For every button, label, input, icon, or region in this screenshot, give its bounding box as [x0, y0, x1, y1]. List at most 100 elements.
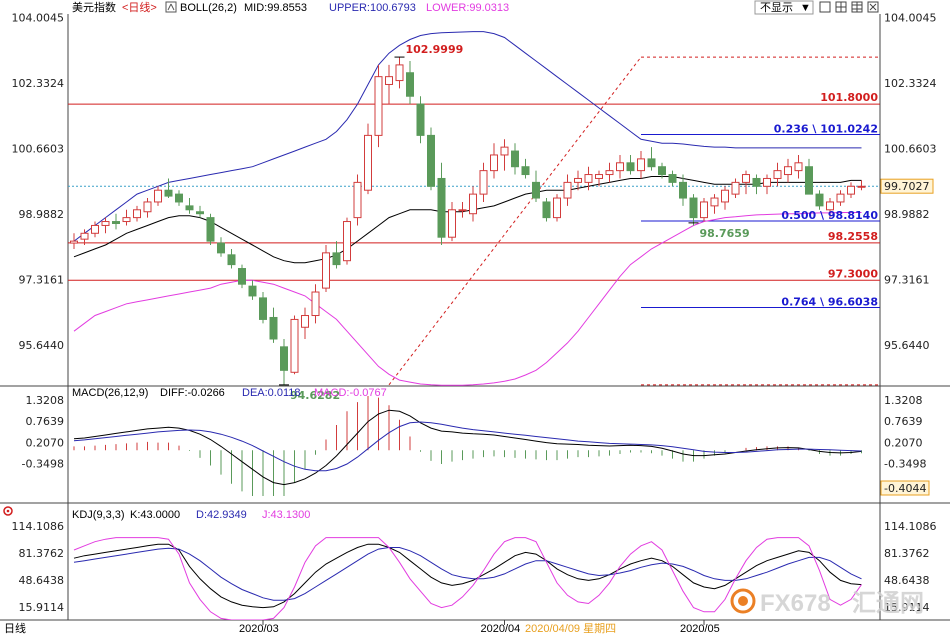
candle-body	[206, 217, 215, 242]
candle-up	[154, 186, 162, 206]
price-tick-label: 97.3161	[19, 274, 65, 287]
candle-body	[700, 201, 708, 219]
candle-up	[395, 57, 404, 89]
kdj-k-value: K:43.0000	[130, 509, 180, 521]
candle-body	[731, 181, 740, 195]
macd-axis-left: 1.3208 0.7639 0.2070 -0.3498	[22, 394, 64, 471]
boll-upper-line	[73, 31, 862, 242]
candle-body	[721, 189, 729, 203]
candle-up	[290, 315, 299, 375]
candle-up	[595, 170, 603, 187]
candle-body	[773, 170, 782, 179]
candle-up	[70, 233, 78, 249]
kdj-label: KDJ(9,3,3)	[72, 509, 125, 521]
candle-up	[836, 190, 845, 206]
candle-down	[175, 190, 183, 206]
grid-icon[interactable]	[835, 1, 847, 13]
candle-up	[353, 174, 362, 226]
candle-body	[490, 154, 498, 172]
candle-up	[500, 139, 509, 171]
square-icon[interactable]	[819, 1, 831, 13]
candle-up	[616, 154, 624, 179]
boll-mid-line	[73, 176, 862, 264]
macd-current-value: -0.4044	[884, 482, 926, 495]
candle-up	[574, 170, 582, 191]
macd-tick-label: 0.7639	[26, 415, 65, 428]
candle-up	[637, 151, 645, 179]
fib-trend-line	[388, 56, 642, 386]
candle-body	[364, 134, 372, 191]
candle-up	[605, 162, 614, 183]
candle-body	[658, 166, 666, 176]
candle-down	[112, 213, 120, 230]
current-price-value: 99.7027	[884, 180, 930, 193]
candle-up	[101, 217, 110, 234]
price-tick-label: 95.6440	[884, 339, 930, 352]
candle-body	[679, 181, 687, 199]
kdj-d-value: D:42.9349	[196, 509, 247, 521]
candle-body	[752, 177, 761, 187]
candle-body	[784, 166, 792, 176]
watermark-cn: 汇通网	[852, 589, 924, 617]
fx678-logo: FX678 汇通网	[730, 588, 924, 617]
candle-body	[238, 268, 246, 285]
display-select-value: 不显示	[760, 1, 793, 14]
candle-down	[196, 205, 204, 218]
level-label: 97.3000	[828, 267, 878, 280]
candle-up	[773, 162, 782, 187]
candle-body	[616, 162, 624, 172]
candle-body	[553, 197, 561, 219]
fib-level-label: 0.764 \ 96.6038	[781, 296, 878, 309]
macd-dea-line	[73, 421, 862, 472]
macd-tick-label: -0.3498	[884, 458, 926, 471]
macd-axis-right: 1.3208 0.7639 0.2070 -0.3498	[884, 394, 926, 471]
kdj-tick-label: 114.1086	[884, 520, 937, 533]
candle-up	[784, 158, 792, 183]
candle-body	[847, 185, 855, 195]
candle-body	[217, 242, 225, 254]
candle-body	[227, 254, 236, 266]
candle-down	[689, 194, 698, 226]
candle-body	[448, 209, 456, 238]
display-select[interactable]: 不显示 ▼	[754, 0, 814, 15]
kdj-tick-label: 15.9114	[19, 601, 65, 614]
candle-body	[280, 346, 288, 371]
candle-body	[301, 315, 309, 328]
candle-down	[658, 162, 666, 179]
candle-up	[385, 64, 393, 105]
level-label: 101.8000	[820, 91, 878, 104]
candle-body	[584, 174, 593, 183]
price-tick-label: 100.6603	[12, 143, 65, 156]
candle-down	[332, 241, 341, 269]
level-label: 98.2558	[828, 230, 878, 243]
boll-label: BOLL(26,2)	[180, 2, 237, 14]
candle-up	[731, 178, 740, 199]
candle-body	[826, 201, 834, 211]
candle-down	[280, 339, 288, 386]
kdj-k-line	[73, 543, 862, 609]
instrument-title: 美元指数	[72, 0, 116, 14]
date-tick-label: 2020/05	[680, 623, 720, 635]
grid-alt-icon[interactable]	[851, 1, 863, 13]
candle-body	[542, 201, 551, 219]
candle-body	[269, 316, 278, 340]
boll-lower-line	[73, 212, 862, 386]
candle-up	[448, 201, 456, 242]
gear-icon[interactable]	[3, 506, 13, 516]
candle-body	[70, 240, 78, 244]
candle-body	[416, 103, 425, 136]
candle-down	[217, 237, 225, 257]
kdj-axis-left: 114.1086 81.3762 48.6438 15.9114	[12, 520, 65, 614]
candle-down	[805, 158, 813, 195]
boll-upper-value: UPPER:100.6793	[329, 2, 416, 14]
candle-down	[542, 198, 551, 222]
candle-body	[836, 193, 845, 203]
candle-body	[311, 291, 320, 317]
close-icon[interactable]	[867, 1, 879, 13]
candle-up	[122, 209, 131, 226]
candle-body	[353, 181, 362, 219]
candle-up	[301, 307, 309, 340]
candle-up	[364, 123, 372, 195]
candle-up	[763, 174, 771, 195]
